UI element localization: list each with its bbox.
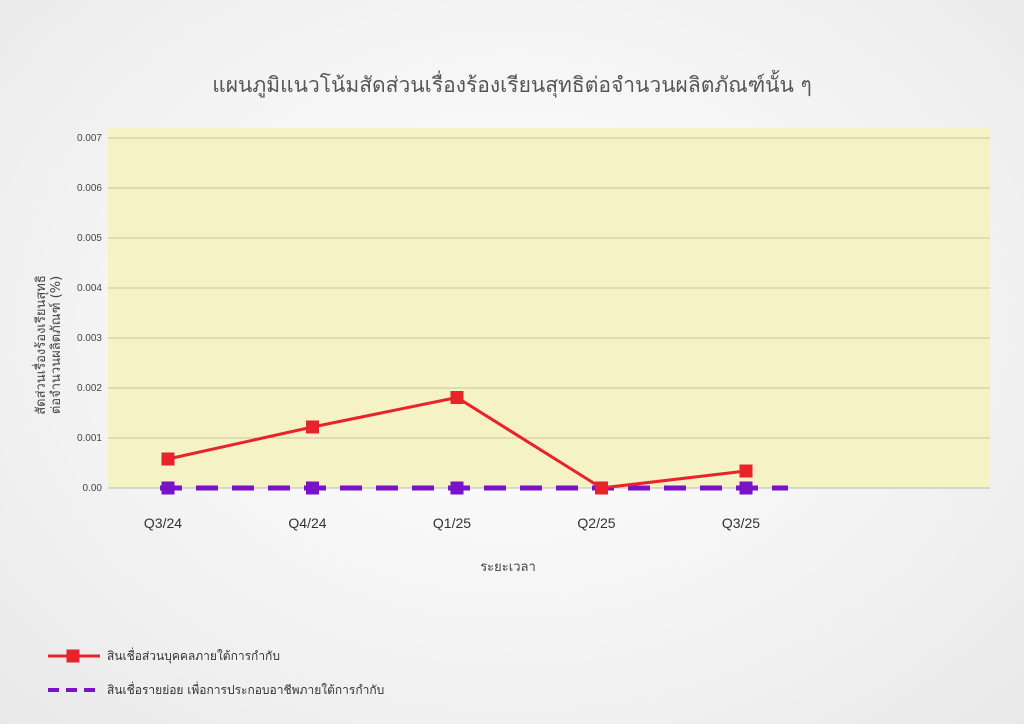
y-tick-label: 0.002	[77, 383, 102, 394]
x-axis-label: ระยะเวลา	[480, 560, 536, 575]
data-point-marker	[450, 481, 464, 495]
x-tick-label: Q3/24	[144, 515, 182, 531]
legend-label: สินเชื่อส่วนบุคคลภายใต้การกำกับ	[107, 647, 280, 664]
y-tick-label: 0.007	[77, 133, 102, 144]
legend-label: สินเชื่อรายย่อย เพื่อการประกอบอาชีพภายใต…	[107, 681, 384, 697]
plot-area	[108, 128, 990, 488]
data-point-marker	[306, 481, 319, 495]
x-tick-label: Q4/24	[288, 515, 326, 531]
data-point-marker	[595, 481, 608, 495]
chart-title: แผนภูมิแนวโน้มสัดส่วนเรื่องร้องเรียนสุทธ…	[212, 70, 812, 98]
data-point-marker	[739, 464, 753, 478]
x-tick-label: Q1/25	[433, 515, 471, 531]
y-tick-label: 0.003	[77, 333, 102, 344]
data-point-marker	[161, 481, 175, 495]
y-axis-ticks: 0.00 0.001 0.002 0.003 0.004 0.005 0.006 0.007	[77, 133, 102, 494]
data-point-marker	[306, 420, 319, 434]
y-axis-label-line-1: สัดส่วนเรื่องร้องเรียนสุทธิ	[32, 275, 49, 415]
x-axis-ticks: Q3/24 Q4/24 Q1/25 Q2/25 Q3/25	[144, 515, 760, 531]
data-point-marker	[739, 481, 753, 495]
y-tick-label: 0.004	[77, 283, 102, 294]
y-tick-label: 0.005	[77, 233, 102, 244]
gridlines	[108, 137, 990, 489]
data-point-marker	[450, 391, 464, 404]
x-tick-label: Q2/25	[577, 515, 615, 531]
y-axis-label-line-2: ต่อจำนวนผลิตภัณฑ์ (%)	[48, 276, 64, 414]
legend-marker	[66, 649, 80, 663]
x-tick-label: Q3/25	[722, 515, 760, 531]
y-tick-label: 0.006	[77, 183, 102, 194]
y-tick-label: 0.00	[83, 483, 103, 494]
series-layer	[160, 391, 788, 495]
y-axis-label: สัดส่วนเรื่องร้องเรียนสุทธิ ต่อจำนวนผลิต…	[32, 275, 64, 415]
data-point-marker	[161, 452, 175, 466]
legend: สินเชื่อส่วนบุคคลภายใต้การกำกับสินเชื่อร…	[48, 647, 384, 697]
y-tick-label: 0.001	[77, 433, 102, 444]
